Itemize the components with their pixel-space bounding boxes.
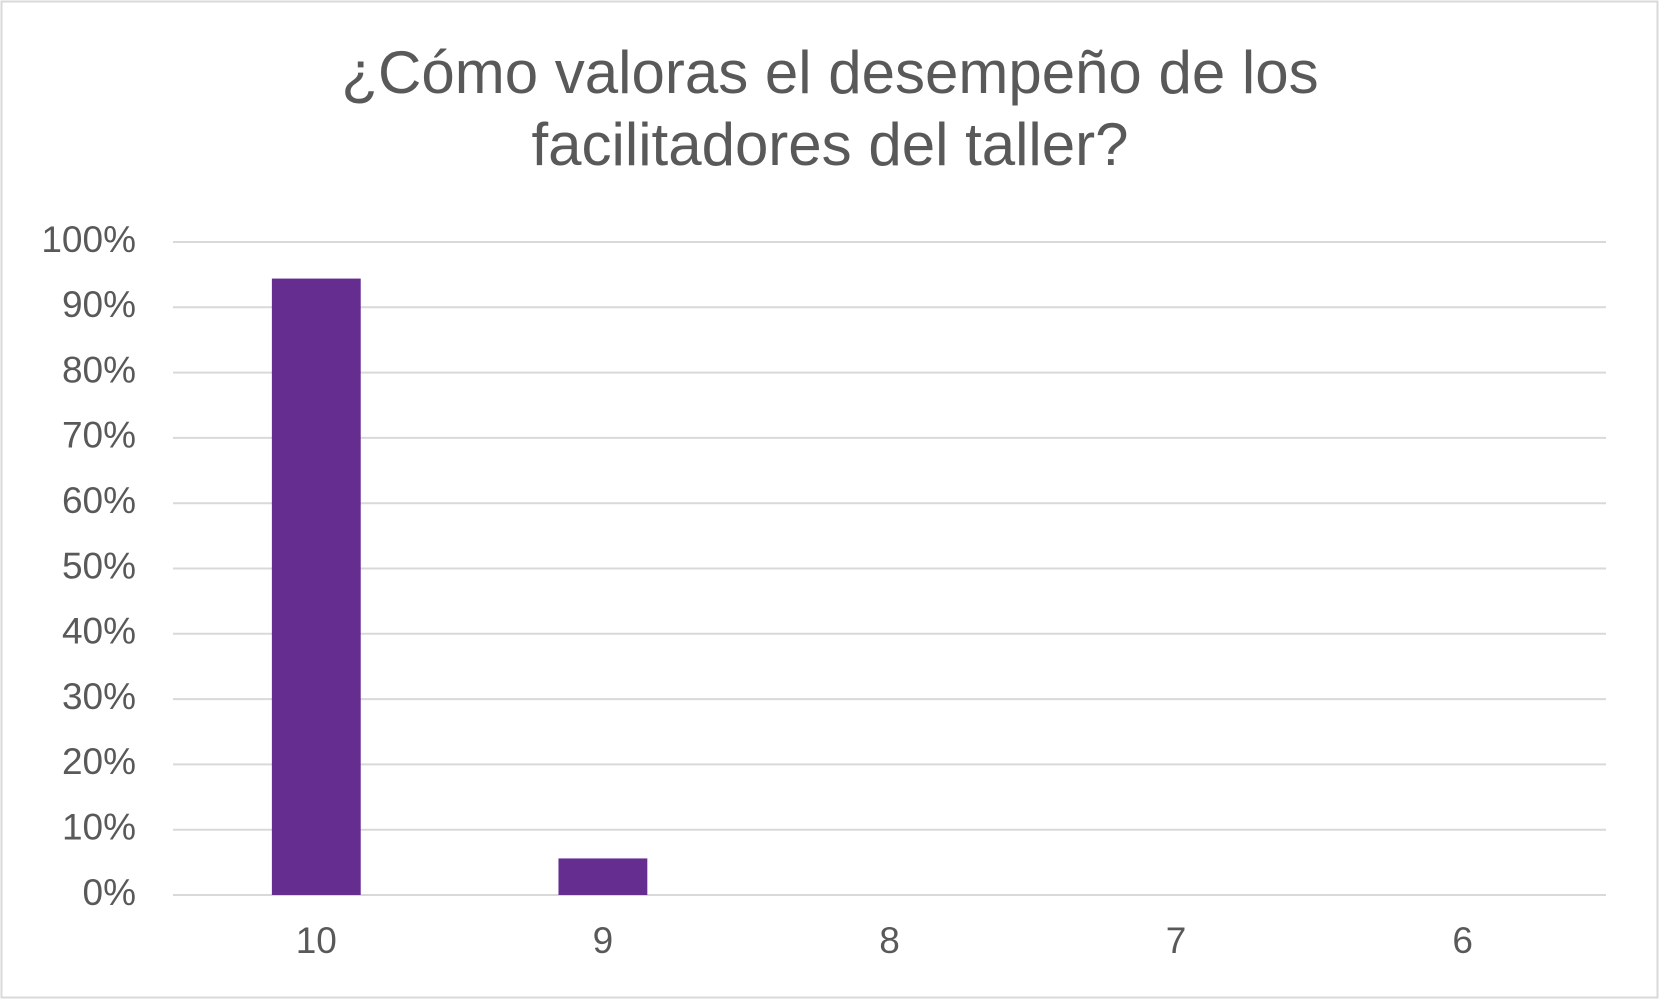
y-tick-label: 100% — [41, 219, 136, 260]
y-tick-label: 60% — [62, 480, 136, 521]
bar — [558, 858, 648, 895]
y-tick-label: 80% — [62, 349, 136, 390]
y-tick-label: 0% — [83, 872, 136, 913]
bar — [271, 278, 361, 895]
y-tick-label: 70% — [62, 415, 136, 456]
y-tick-label: 50% — [62, 545, 136, 586]
chart-title: ¿Cómo valoras el desempeño de los — [341, 39, 1318, 106]
y-tick-label: 40% — [62, 611, 136, 652]
x-tick-label: 10 — [296, 920, 337, 961]
x-tick-label: 6 — [1452, 920, 1473, 961]
y-tick-label: 30% — [62, 676, 136, 717]
x-tick-label: 9 — [593, 920, 614, 961]
x-tick-label: 8 — [879, 920, 900, 961]
y-tick-label: 90% — [62, 284, 136, 325]
y-tick-label: 20% — [62, 741, 136, 782]
y-tick-label: 10% — [62, 806, 136, 847]
chart-title: facilitadores del taller? — [532, 111, 1129, 178]
x-tick-label: 7 — [1166, 920, 1187, 961]
